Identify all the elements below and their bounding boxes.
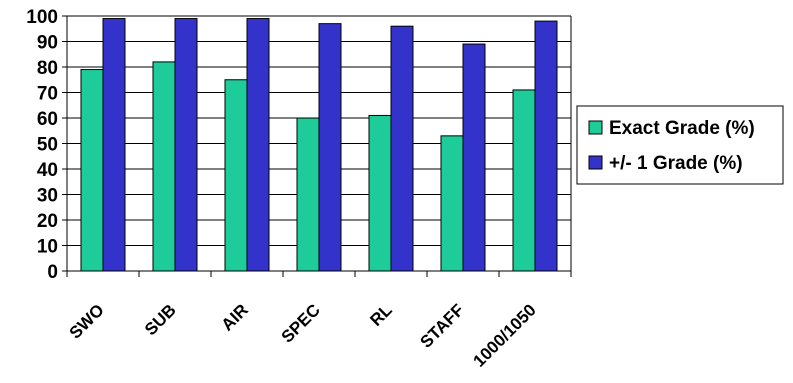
bar-exact-grade <box>152 61 176 272</box>
bar-plus-minus-1-grade <box>318 23 342 272</box>
y-tick-label: 60 <box>37 109 58 130</box>
bar-exact-grade <box>296 117 320 272</box>
y-tick-label: 90 <box>37 33 58 54</box>
bar-plus-minus-1-grade <box>462 43 486 272</box>
x-tick-label: STAFF <box>417 300 468 351</box>
legend-swatch <box>588 155 603 170</box>
y-tick-label: 50 <box>37 135 58 156</box>
y-tick-label: 80 <box>37 58 58 79</box>
legend: Exact Grade (%) +/- 1 Grade (%) <box>576 105 784 185</box>
bar-plus-minus-1-grade <box>246 18 270 272</box>
x-tick-label: SUB <box>141 300 180 339</box>
bar-exact-grade <box>440 135 464 272</box>
bar-plus-minus-1-grade <box>102 18 126 272</box>
x-tick-label: AIR <box>218 300 252 334</box>
y-tick-label: 40 <box>37 160 58 181</box>
x-tick-label: SWO <box>66 300 108 342</box>
y-tick-label: 0 <box>47 262 58 283</box>
y-tick-label: 30 <box>37 186 58 207</box>
bar-plus-minus-1-grade <box>174 18 198 272</box>
y-tick-label: 70 <box>37 84 58 105</box>
bar-exact-grade <box>224 79 248 272</box>
y-axis-ticks: 0 10 20 30 40 50 60 70 80 90 100 <box>26 7 67 283</box>
legend-box <box>576 105 784 185</box>
x-tick-label: SPEC <box>278 300 324 346</box>
bar-plus-minus-1-grade <box>390 25 414 272</box>
x-axis-ticks: SWO SUB AIR SPEC RL STAFF 1000/1050 <box>66 271 572 371</box>
legend-swatch <box>588 120 603 135</box>
legend-label: Exact Grade (%) <box>609 118 755 139</box>
bar-exact-grade <box>512 89 536 272</box>
y-tick-label: 100 <box>26 7 58 28</box>
bar-plus-minus-1-grade <box>534 20 558 272</box>
y-tick-label: 10 <box>37 237 58 258</box>
x-tick-label: 1000/1050 <box>470 300 540 370</box>
y-tick-label: 20 <box>37 211 58 232</box>
x-tick-label: RL <box>366 300 395 329</box>
bar-exact-grade <box>368 114 392 272</box>
legend-label: +/- 1 Grade (%) <box>609 153 743 174</box>
bar-exact-grade <box>80 69 104 272</box>
bars <box>80 18 558 272</box>
